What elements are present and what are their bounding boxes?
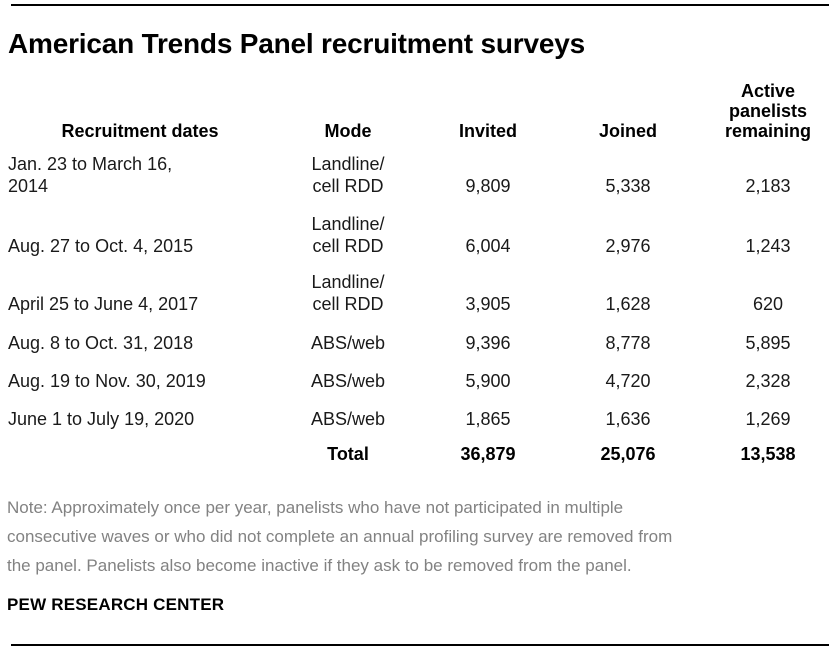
cell-joined: 1,628 (605, 294, 651, 314)
cell-joined: 5,338 (605, 176, 651, 196)
table-header-row: Recruitment dates Mode Invited Joined Ac… (8, 75, 832, 141)
cell-recruitment-dates: Aug. 19 to Nov. 30, 2019 (8, 371, 206, 391)
total-remaining: 13,538 (740, 444, 796, 464)
total-joined: 25,076 (600, 444, 656, 464)
table-row: Aug. 19 to Nov. 30, 2019 ABS/web 5,900 4… (8, 354, 832, 392)
total-label: Total (327, 444, 369, 464)
cell-mode: ABS/web (310, 409, 386, 429)
cell-invited: 5,900 (465, 371, 511, 391)
cell-invited: 9,809 (465, 176, 511, 196)
table-row: Aug. 27 to Oct. 4, 2015 Landline/ cell R… (8, 197, 832, 257)
top-rule (11, 4, 829, 6)
column-header-active-panelists-remaining: Active panelists remaining (724, 81, 812, 141)
table-row: Jan. 23 to March 16, 2014 Landline/ cell… (8, 141, 832, 197)
cell-remaining: 1,269 (745, 409, 791, 429)
cell-mode: Landline/ cell RDD (311, 214, 385, 256)
cell-empty (8, 430, 272, 465)
source-attribution: PEW RESEARCH CENTER (7, 595, 225, 614)
column-header-joined: Joined (598, 121, 657, 141)
cell-invited: 1,865 (465, 409, 511, 429)
cell-mode: Landline/ cell RDD (311, 272, 385, 314)
table-total-row: Total 36,879 25,076 13,538 (8, 430, 832, 465)
column-header-recruitment-dates: Recruitment dates (61, 121, 219, 141)
cell-invited: 6,004 (465, 236, 511, 256)
cell-joined: 1,636 (605, 409, 651, 429)
table-row: Aug. 8 to Oct. 31, 2018 ABS/web 9,396 8,… (8, 315, 832, 354)
cell-recruitment-dates: Aug. 27 to Oct. 4, 2015 (8, 236, 194, 256)
cell-invited: 9,396 (465, 333, 511, 353)
column-header-mode: Mode (324, 121, 372, 141)
table-row: April 25 to June 4, 2017 Landline/ cell … (8, 257, 832, 315)
cell-remaining: 2,328 (745, 371, 791, 391)
cell-recruitment-dates: Jan. 23 to March 16, 2014 (8, 154, 173, 196)
bottom-rule (11, 644, 829, 646)
cell-joined: 8,778 (605, 333, 651, 353)
cell-recruitment-dates: June 1 to July 19, 2020 (8, 409, 195, 429)
cell-invited: 3,905 (465, 294, 511, 314)
cell-recruitment-dates: April 25 to June 4, 2017 (8, 294, 199, 314)
cell-joined: 2,976 (605, 236, 651, 256)
page-title: American Trends Panel recruitment survey… (8, 28, 585, 59)
total-invited: 36,879 (460, 444, 516, 464)
table-row: June 1 to July 19, 2020 ABS/web 1,865 1,… (8, 392, 832, 430)
cell-remaining: 1,243 (745, 236, 791, 256)
cell-remaining: 2,183 (745, 176, 791, 196)
cell-mode: Landline/ cell RDD (311, 154, 385, 196)
footnote: Note: Approximately once per year, panel… (7, 498, 673, 575)
cell-remaining: 620 (752, 294, 784, 314)
cell-joined: 4,720 (605, 371, 651, 391)
cell-remaining: 5,895 (745, 333, 791, 353)
column-header-invited: Invited (458, 121, 517, 141)
cell-mode: ABS/web (310, 333, 386, 353)
recruitment-surveys-table: Recruitment dates Mode Invited Joined Ac… (8, 75, 832, 465)
cell-mode: ABS/web (310, 371, 386, 391)
cell-recruitment-dates: Aug. 8 to Oct. 31, 2018 (8, 333, 194, 353)
